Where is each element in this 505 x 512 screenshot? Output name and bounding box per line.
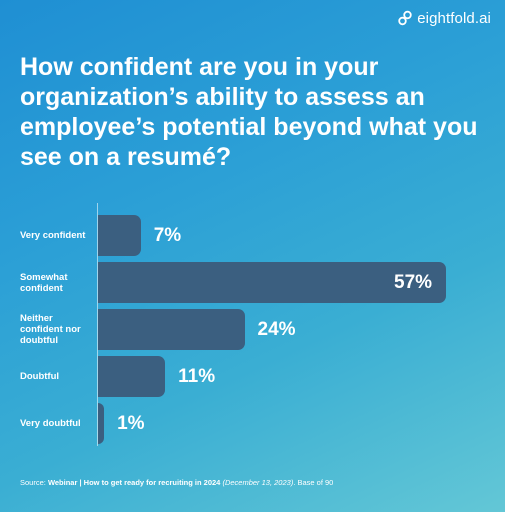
bar (98, 309, 245, 350)
category-axis-line (97, 203, 98, 446)
source-prefix: Source: (20, 478, 48, 487)
category-label: Neither confident nor doubtful (20, 313, 81, 346)
category-label: Somewhat confident (20, 271, 68, 294)
source-suffix: . Base of 90 (293, 478, 334, 487)
source-event: Webinar | How to get ready for recruitin… (47, 478, 221, 487)
category-label: Very doubtful (20, 418, 81, 429)
source-date: (December 13, 2023) (222, 478, 294, 487)
source-note: Source: Webinar | How to get ready for r… (20, 478, 333, 487)
value-label: 7% (153, 225, 182, 246)
bar (98, 215, 141, 256)
chart-title: How confident are you in your organizati… (20, 53, 478, 171)
value-label: 11% (178, 366, 216, 387)
bar (98, 262, 446, 303)
value-label: 57% (394, 272, 433, 293)
bar (98, 403, 105, 444)
brand-logo: eightfold.ai (397, 8, 491, 28)
category-label: Very confident (20, 230, 86, 241)
eightfold-logo-icon (398, 10, 412, 26)
value-label: 24% (257, 319, 296, 340)
bar (98, 356, 166, 397)
category-label: Doubtful (20, 371, 60, 382)
value-label: 1% (117, 413, 145, 434)
brand-name: eightfold.ai (417, 9, 491, 27)
